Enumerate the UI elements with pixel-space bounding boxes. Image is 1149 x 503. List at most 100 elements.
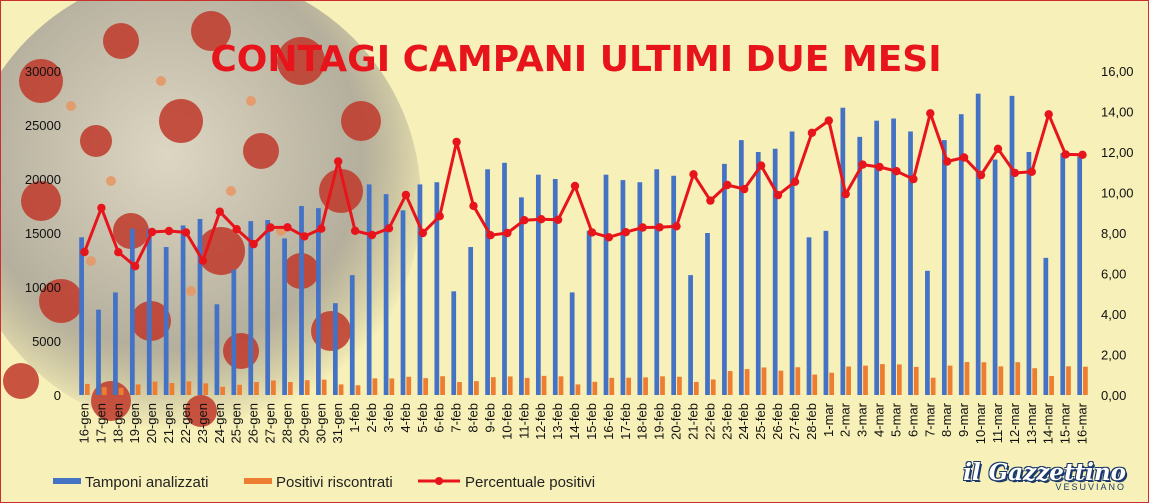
left-tick-label: 25000 [25,118,61,133]
x-tick-label: 31-gen [330,403,345,443]
bar-tamponi [79,237,84,395]
right-tick-label: 12,00 [1101,145,1134,160]
bar-positivi [1015,362,1021,395]
x-tick-label: 4-feb [398,403,413,433]
x-tick-label: 1-feb [347,403,362,433]
bar-positivi [406,376,412,395]
point-percentuale [773,190,783,200]
bar-tamponi [180,225,186,395]
bar-positivi [338,384,344,395]
right-tick-label: 0,00 [1101,388,1126,403]
bar-positivi [812,374,818,395]
bar-tamponi [705,233,710,395]
bar-tamponi [891,118,896,396]
bar-positivi [913,366,919,395]
bar-positivi [474,381,479,395]
bar-tamponi [434,182,440,395]
point-percentuale [537,215,546,224]
x-tick-label: 11-feb [516,403,531,439]
bar-positivi [778,370,784,395]
bar-positivi [930,377,936,395]
bar-positivi [1066,366,1071,395]
x-tick-label: 16-mar [1075,402,1090,444]
x-tick-label: 27-feb [787,403,802,440]
x-tick-label: 22-feb [702,403,717,440]
bar-tamponi [874,120,880,396]
point-percentuale [858,160,867,169]
legend-swatch-tamponi [53,478,81,484]
left-tick-label: 10000 [25,280,61,295]
bar-positivi [287,382,293,395]
bar-tamponi [603,174,609,395]
bar-tamponi [925,270,930,395]
bar-tamponi [840,107,846,395]
point-percentuale [401,190,411,200]
bar-positivi [135,384,141,395]
x-tick-label: 3-mar [855,402,870,437]
bar-positivi [998,366,1004,395]
bar-tamponi [1009,95,1015,395]
bar-tamponi [1026,152,1032,395]
x-tick-label: 6-feb [432,403,447,433]
bar-tamponi [282,238,287,395]
bar-tamponi [129,228,135,395]
point-percentuale [943,157,952,166]
x-axis: 16-gen 17-gen 18-gen 19-gen 20-gen 21-gen 22-g… [77,402,1090,444]
x-tick-label: 26-feb [770,403,785,440]
bar-tamponi [738,140,744,395]
bar-positivi [169,383,175,395]
point-percentuale [723,180,732,190]
point-percentuale [993,144,1003,153]
bar-tamponi [468,247,474,395]
brand-logo: il Gazzettino VESUVIANO [963,459,1126,492]
bar-tamponi [857,136,863,395]
bar-tamponi [958,114,964,395]
x-tick-label: 29-gen [296,403,311,443]
bar-positivi [423,378,429,395]
x-tick-label: 5-feb [415,403,430,433]
left-tick-label: 5000 [32,334,61,349]
bar-positivi [389,378,395,395]
point-percentuale [892,167,901,176]
point-percentuale [164,226,174,236]
bar-tamponi [1043,257,1049,395]
point-percentuale [587,228,597,237]
bar-positivi [490,377,496,395]
bar-tamponi [366,184,372,395]
point-percentuale [147,227,157,237]
x-tick-label: 14-mar [1041,402,1056,444]
point-percentuale [131,262,140,271]
bar-tamponi [485,169,490,395]
x-tick-label: 28-gen [280,403,295,443]
bar-tamponi [654,169,660,395]
bar-tamponi [688,275,693,395]
point-percentuale [384,224,394,233]
point-percentuale [1027,167,1037,176]
legend-label-percentuale: Percentuale positivi [465,474,595,491]
bar-positivi [84,383,90,395]
bar-positivi [1049,375,1054,395]
bar-positivi [863,365,868,395]
point-percentuale [1010,168,1020,178]
bar-tamponi [502,162,507,395]
bar-positivi [1083,366,1088,395]
bar-positivi [592,381,598,395]
bar-positivi [795,367,801,395]
point-percentuale [503,228,512,238]
x-tick-label: 17-gen [93,403,108,443]
left-tick-label: 15000 [25,226,61,241]
x-tick-label: 12-mar [1007,402,1022,444]
bar-positivi [304,380,310,395]
x-tick-label: 30-gen [313,403,328,443]
x-tick-label: 7-mar [922,402,937,437]
point-percentuale [80,247,89,257]
bar-tamponi [163,247,169,395]
bar-tamponi [383,194,389,395]
x-tick-label: 12-feb [533,403,548,440]
x-tick-label: 6-mar [905,402,920,437]
x-tick-label: 14-feb [567,403,582,440]
bar-positivi [964,362,970,395]
x-tick-label: 13-feb [550,403,565,440]
x-tick-label: 13-mar [1024,402,1039,444]
